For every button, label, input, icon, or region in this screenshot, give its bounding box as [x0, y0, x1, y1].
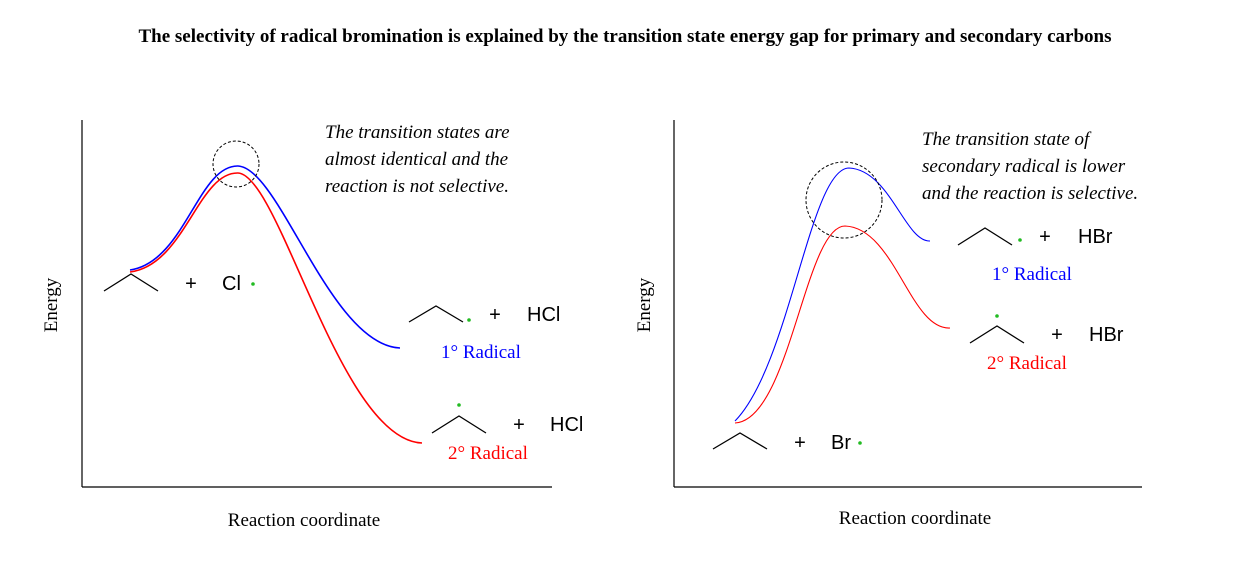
- left-primary-radical-dot: [467, 318, 471, 322]
- left-panel: Energy Reaction coordinate The transitio…: [41, 120, 583, 531]
- figure-title: The selectivity of radical bromination i…: [138, 26, 1111, 47]
- right-reagent-br: Br: [831, 432, 851, 454]
- right-primary-byproduct: HBr: [1078, 226, 1113, 248]
- right-reactant-plus: +: [794, 432, 806, 454]
- left-primary-byproduct: HCl: [527, 304, 560, 326]
- left-reagent-radical-dot: [251, 282, 255, 286]
- left-note-line-2: almost identical and the: [325, 149, 508, 170]
- right-primary-energy-curve: [734, 167, 931, 422]
- left-secondary-plus: +: [513, 414, 525, 436]
- right-primary-radical-label: 1° Radical: [992, 264, 1072, 285]
- right-x-axis-label: Reaction coordinate: [839, 508, 991, 529]
- left-y-axis-label: Energy: [41, 277, 62, 332]
- right-reagent-radical-dot: [858, 441, 862, 445]
- right-y-axis-label: Energy: [634, 277, 655, 332]
- left-note-line-1: The transition states are: [325, 122, 510, 143]
- left-primary-radical-molecule: [408, 305, 464, 323]
- right-primary-radical-molecule: [957, 227, 1013, 246]
- right-secondary-plus: +: [1051, 324, 1063, 346]
- right-primary-plus: +: [1039, 226, 1051, 248]
- left-reactant-plus: +: [185, 273, 197, 295]
- right-secondary-byproduct: HBr: [1089, 324, 1124, 346]
- left-transition-state-circle: [212, 140, 260, 188]
- left-secondary-radical-dot: [457, 403, 461, 407]
- left-primary-energy-curve: [129, 165, 401, 349]
- left-note-line-3: reaction is not selective.: [325, 176, 509, 197]
- left-secondary-radical-label: 2° Radical: [448, 443, 528, 464]
- right-panel: Energy Reaction coordinate The transitio…: [634, 120, 1142, 529]
- right-secondary-radical-dot: [995, 314, 999, 318]
- right-note-line-3: and the reaction is selective.: [922, 183, 1138, 204]
- left-reagent-cl: Cl: [222, 273, 241, 295]
- left-primary-plus: +: [489, 304, 501, 326]
- right-transition-state-circle: [805, 161, 883, 239]
- left-secondary-byproduct: HCl: [550, 414, 583, 436]
- right-primary-radical-dot: [1018, 238, 1022, 242]
- left-secondary-radical-molecule: [431, 415, 487, 434]
- right-note-line-2: secondary radical is lower: [922, 156, 1126, 177]
- right-secondary-radical-label: 2° Radical: [987, 353, 1067, 374]
- left-secondary-energy-curve: [129, 172, 423, 444]
- left-x-axis-label: Reaction coordinate: [228, 510, 380, 531]
- left-propane-molecule: [103, 273, 159, 292]
- right-secondary-radical-molecule: [969, 325, 1025, 344]
- left-primary-radical-label: 1° Radical: [441, 342, 521, 363]
- right-note-line-1: The transition state of: [922, 129, 1092, 150]
- right-propane-molecule: [712, 432, 768, 450]
- right-secondary-energy-curve: [734, 225, 951, 424]
